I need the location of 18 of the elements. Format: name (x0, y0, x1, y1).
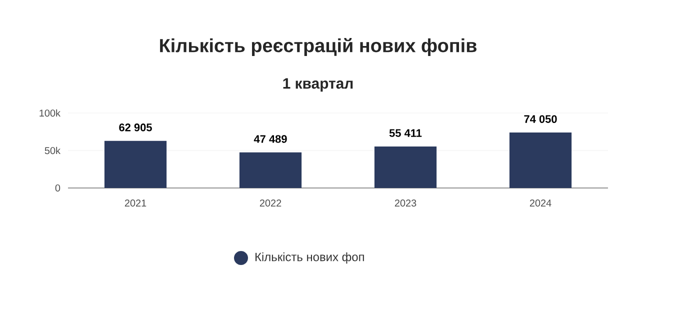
y-tick-label: 50k (44, 146, 60, 154)
data-label: 74 050 (524, 115, 557, 123)
data-label: 47 489 (254, 135, 287, 143)
x-tick-label: 2023 (394, 200, 416, 207)
y-tick-label: 100k (40, 109, 60, 117)
data-label: 55 411 (389, 129, 422, 137)
x-tick-label: 2024 (530, 200, 552, 207)
chart-subtitle: 1 квартал (283, 78, 353, 92)
legend-label: Кількість нових фоп (256, 252, 364, 264)
chart-title: Кількість реєстрацій нових фопів (160, 38, 476, 56)
bar (239, 152, 302, 188)
bar (104, 140, 167, 188)
y-tick-label: 0 (55, 184, 60, 192)
bar (374, 146, 437, 188)
x-tick-label: 2021 (124, 200, 146, 207)
bar (509, 132, 572, 188)
x-tick-label: 2022 (260, 200, 282, 207)
data-label: 62 905 (119, 124, 152, 132)
